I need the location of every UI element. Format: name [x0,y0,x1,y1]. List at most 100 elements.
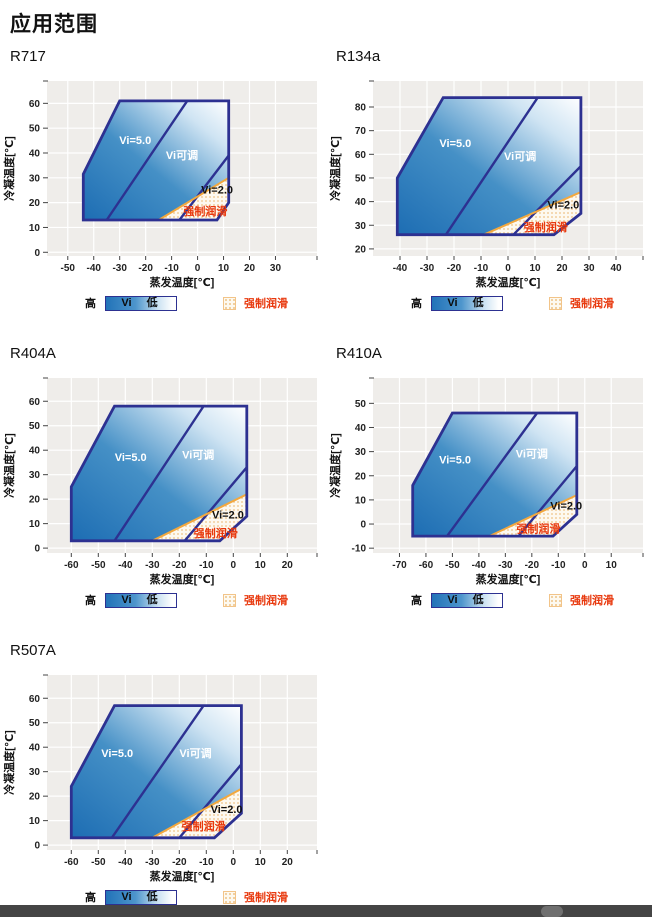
region-label: Vi可调 [504,149,536,163]
y-tick-label: 10 [29,519,41,530]
legend-vi-gradient-bar: Vi 低 [431,295,503,311]
x-tick-label: -40 [118,857,133,868]
region-label: Vi=5.0 [439,455,471,467]
chart-legend: 高 Vi 低 强制润滑 [411,592,652,608]
region-label: Vi=2.0 [550,500,582,512]
x-tick-label: 10 [606,560,618,571]
region-label: Vi可调 [516,447,548,461]
x-tick-label: -40 [393,263,408,274]
x-tick-label: 40 [610,263,622,274]
chart-block-R404A: R404A -60 -50 -40 -30 -20 -10 0 10 20 0 10 20 30 40 50 6… [0,345,326,608]
region-label: 强制润滑 [524,220,568,234]
x-tick-label: -30 [498,560,513,571]
region-label: Vi可调 [166,148,198,162]
operating-envelope-outline [81,99,231,222]
y-tick-label: 50 [29,718,41,729]
chart-title: R507A [10,642,56,659]
region-label: 强制润滑 [183,204,227,218]
x-tick-label: -20 [172,560,187,571]
y-tick-label: 50 [355,173,367,184]
x-tick-label: 10 [255,857,267,868]
vi2-boundary [183,466,248,542]
operating-envelope-outline [69,404,249,543]
legend-low-label: 低 [472,296,484,309]
legend-forced-lube-swatch [223,593,236,607]
y-tick-label: 60 [29,694,41,705]
legend-vi-gradient-bar: Vi 低 [431,592,503,608]
x-tick-label: 0 [582,560,588,571]
x-tick-label: 20 [282,560,294,571]
operating-envelope-fill [83,100,229,220]
y-tick-label: 30 [29,173,41,184]
y-axis-title: 冷凝温度[℃] [2,433,16,498]
chart-block-R717: R717 -50 -40 -30 -20 -10 0 10 20 30 0 10 20 30 40 50 60 蒸… [0,48,326,311]
x-tick-label: 0 [231,857,237,868]
x-tick-label: -10 [474,263,489,274]
x-tick-label: -70 [392,560,407,571]
legend-high-label: 高 [85,298,96,310]
forced-lube-line [158,176,230,221]
y-tick-label: 30 [355,221,367,232]
vi-adjust-boundary [444,96,539,236]
chart-title: R404A [10,345,56,362]
legend-low-label: 低 [472,593,484,606]
forced-lube-region [152,494,247,541]
legend-low-label: 低 [146,890,158,903]
legend-vi-label: Vi [121,890,132,903]
vi-adjust-boundary [110,704,205,839]
forced-lube-region [489,495,577,537]
y-axis-title: 冷凝温度[℃] [2,730,16,795]
x-tick-label: -10 [199,857,214,868]
x-tick-label: 20 [244,263,256,274]
vi-adjust-boundary [105,100,189,221]
forced-lube-line [489,494,578,538]
legend-high-label: 高 [85,892,96,904]
operating-envelope-outline [411,411,579,538]
scrollbar-thumb[interactable] [541,906,563,917]
chart-plot-R717: -50 -40 -30 -20 -10 0 10 20 30 0 10 20 30 40 50 60 蒸发温度[… [2,80,318,289]
x-tick-label: -30 [420,263,435,274]
y-tick-label: 50 [355,399,367,410]
x-tick-label: -20 [525,560,540,571]
x-axis-title: 蒸发温度[℃] [150,572,215,586]
charts-grid: R717 -50 -40 -30 -20 -10 0 10 20 30 0 10 20 30 40 50 60 蒸… [0,48,652,917]
region-label: 强制润滑 [516,521,560,535]
legend-forced-lube-swatch [223,296,236,310]
region-label: Vi可调 [182,448,214,462]
operating-envelope-fill [412,413,577,537]
y-tick-label: 20 [29,495,41,506]
x-tick-label: 0 [231,560,237,571]
operating-envelope-fill [397,97,581,235]
y-tick-label: 0 [34,544,40,555]
x-tick-label: -20 [172,857,187,868]
y-tick-label: 30 [29,470,41,481]
y-tick-label: 40 [29,446,41,457]
legend-vi-label: Vi [447,296,458,309]
legend-forced-lube-swatch [223,890,236,904]
x-tick-label: -50 [445,560,460,571]
y-tick-label: 40 [29,148,41,159]
vi-adjust-boundary [113,405,205,542]
x-tick-label: -20 [138,263,153,274]
legend-vi-label: Vi [121,296,132,309]
chart-block-R507A: R507A -60 -50 -40 -30 -20 -10 0 10 20 0 10 20 30 40 50 6… [0,642,326,905]
y-tick-label: 20 [29,792,41,803]
x-tick-label: -10 [164,263,179,274]
region-label: Vi可调 [179,746,211,760]
y-tick-label: 30 [355,447,367,458]
legend-high-label: 高 [85,595,96,607]
chart-block-R410A: R410A -70 -60 -50 -40 -30 -20 -10 0 10 -10 0 10 20 30 4… [326,345,652,608]
x-tick-label: 10 [255,560,267,571]
forced-lube-line [151,787,242,839]
chart-block-R134a: R134a -40 -30 -20 -10 0 10 20 30 40 20 30 40 50 60 70 80… [326,48,652,311]
region-label: Vi=5.0 [115,452,147,464]
x-tick-label: 0 [195,263,201,274]
x-tick-label: -40 [87,263,102,274]
y-tick-label: 0 [34,248,40,259]
y-tick-label: 60 [29,397,41,408]
legend-vi-gradient-bar: Vi 低 [105,592,177,608]
y-tick-label: 0 [360,520,366,531]
x-tick-label: -50 [91,560,106,571]
page-title: 应用范围 [10,13,98,36]
x-axis-title: 蒸发温度[℃] [476,572,541,586]
